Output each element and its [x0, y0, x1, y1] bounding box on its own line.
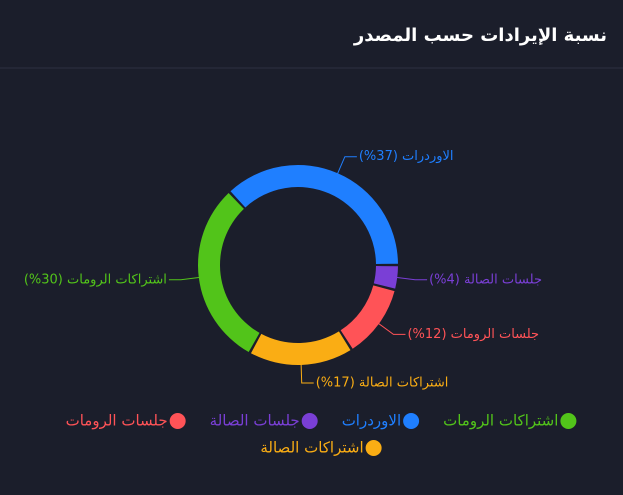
- donut-segment: [250, 331, 351, 365]
- legend-label: جلسات الرومات: [66, 412, 168, 430]
- donut-segment: [198, 193, 260, 352]
- label-leader: [335, 156, 357, 178]
- data-label: اشتراكات الصالة (17%): [316, 375, 449, 390]
- data-label: جلسات الصالة (4%): [429, 272, 542, 287]
- donut-segment: [373, 266, 398, 289]
- legend-marker: [560, 413, 577, 429]
- data-label: اشتراكات الرومات (30%): [24, 272, 167, 287]
- legend-label: اشتراكات الرومات: [443, 412, 558, 430]
- data-label: جلسات الرومات (12%): [407, 327, 539, 342]
- label-leader: [375, 321, 406, 335]
- data-label: الاوردرات (37%): [359, 149, 454, 164]
- chart-title: نسبة الإيرادات حسب المصدر: [353, 25, 607, 46]
- legend-marker: [403, 413, 420, 429]
- legend-marker: [365, 440, 382, 456]
- legend-marker: [301, 413, 318, 429]
- donut-segment: [230, 165, 398, 264]
- label-leader: [300, 360, 314, 384]
- legend-label: جلسات الصالة: [210, 412, 300, 430]
- label-leader: [168, 276, 203, 281]
- legend-label: اشتراكات الصالة: [260, 439, 363, 457]
- label-leader: [393, 276, 428, 281]
- legend-marker: [169, 413, 186, 429]
- legend-label: الاوردرات: [342, 412, 401, 430]
- donut-segment: [340, 285, 395, 349]
